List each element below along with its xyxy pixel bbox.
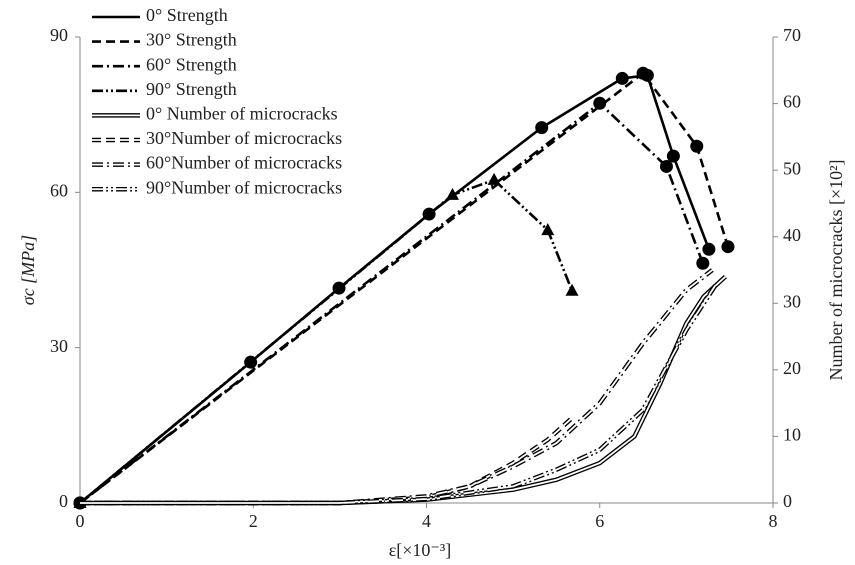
marker xyxy=(445,187,459,200)
y2-tick-label: 70 xyxy=(783,25,801,45)
marker xyxy=(593,96,607,110)
marker xyxy=(666,149,680,163)
y2-tick-label: 0 xyxy=(783,491,792,511)
legend-label: 90° Strength xyxy=(146,79,237,99)
line xyxy=(79,71,730,505)
marker xyxy=(535,121,549,135)
legend-label: 30° Strength xyxy=(146,30,237,50)
marker xyxy=(615,71,629,85)
y-axis-label: σc [MPa] xyxy=(18,235,38,305)
x-tick-label: 2 xyxy=(249,511,258,531)
x-tick-label: 6 xyxy=(595,511,604,531)
marker xyxy=(696,256,710,270)
marker xyxy=(565,283,579,296)
line-core xyxy=(80,269,713,504)
line xyxy=(80,275,727,506)
y2-tick-label: 30 xyxy=(783,291,801,311)
line xyxy=(79,101,705,505)
marker xyxy=(636,66,650,80)
line xyxy=(80,282,719,506)
y-tick-label: 60 xyxy=(50,180,68,200)
x-tick-label: 8 xyxy=(769,511,778,531)
y2-tick-label: 60 xyxy=(783,92,801,112)
line xyxy=(79,178,574,505)
y-tick-label: 0 xyxy=(59,491,68,511)
x-axis-label: ε[×10⁻³] xyxy=(389,540,452,560)
line-core xyxy=(80,282,718,504)
y-tick-label: 90 xyxy=(50,25,68,45)
y-tick-label: 30 xyxy=(50,336,68,356)
legend-label: 30°Number of microcracks xyxy=(146,128,342,148)
marker xyxy=(487,172,501,185)
marker xyxy=(702,242,716,256)
legend-label: 0° Strength xyxy=(146,5,228,25)
line-core xyxy=(80,275,726,504)
y2-tick-label: 40 xyxy=(783,225,801,245)
marker xyxy=(690,139,704,153)
y2-axis-label: Number of microcracks [×10²] xyxy=(826,160,846,381)
marker xyxy=(659,159,673,173)
y2-tick-label: 10 xyxy=(783,425,801,445)
y2-tick-label: 50 xyxy=(783,158,801,178)
legend-label: 60° Strength xyxy=(146,54,237,74)
marker xyxy=(541,223,555,236)
line xyxy=(80,268,714,506)
legend-label: 60°Number of microcracks xyxy=(146,153,342,173)
legend-label: 0° Number of microcracks xyxy=(146,104,338,124)
marker xyxy=(721,240,735,254)
x-tick-label: 4 xyxy=(422,511,431,531)
legend-label: 90°Number of microcracks xyxy=(146,177,342,197)
y2-tick-label: 20 xyxy=(783,358,801,378)
x-tick-label: 0 xyxy=(76,511,85,531)
